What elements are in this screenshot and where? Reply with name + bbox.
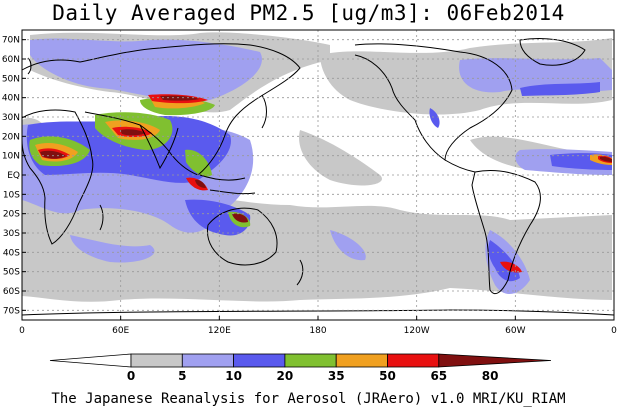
pm25-level-80-plus bbox=[40, 95, 612, 223]
lat-label: 10N bbox=[2, 152, 20, 162]
lon-label: 120W bbox=[404, 326, 430, 336]
colorbar-segment bbox=[335, 353, 388, 368]
map-area bbox=[21, 29, 615, 321]
colorbar-tick-label: 0 bbox=[127, 369, 135, 383]
lat-label: 70S bbox=[3, 306, 20, 316]
colorbar-tick-label: 35 bbox=[328, 369, 345, 383]
lon-label: 60E bbox=[112, 326, 129, 336]
colorbar-tick-label: 20 bbox=[277, 369, 294, 383]
lat-label: 20S bbox=[3, 210, 20, 220]
longitude-labels: 0 60E 120E 180 120W 60W 0 bbox=[19, 316, 617, 336]
colorbar-segment bbox=[284, 353, 337, 368]
colorbar-segment bbox=[233, 353, 286, 368]
lat-label: 40S bbox=[3, 248, 20, 258]
colorbar-tick-label: 80 bbox=[482, 369, 499, 383]
lat-label: 60S bbox=[3, 287, 20, 297]
lat-label: 70N bbox=[2, 36, 20, 46]
colorbar-segment bbox=[49, 353, 132, 368]
graticule bbox=[22, 30, 614, 320]
lat-label: 40N bbox=[2, 94, 20, 104]
colorbar-segment bbox=[130, 353, 183, 368]
colorbar-tick-label: 65 bbox=[430, 369, 447, 383]
footer-credit: The Japanese Reanalysis for Aerosol (JRA… bbox=[51, 391, 566, 407]
colorbar-tick-label: 5 bbox=[178, 369, 186, 383]
colorbar-legend: 0 5 10 20 35 50 65 80 bbox=[49, 353, 552, 383]
lat-label: 30S bbox=[3, 229, 20, 239]
colorbar-segment bbox=[387, 353, 440, 368]
lat-label: 50S bbox=[3, 268, 20, 278]
colorbar-tick-label: 50 bbox=[379, 369, 396, 383]
lat-label: 50N bbox=[2, 74, 20, 84]
lat-label: 30N bbox=[2, 113, 20, 123]
coastlines bbox=[21, 37, 615, 316]
lon-label: 120E bbox=[208, 326, 231, 336]
lat-label: 20N bbox=[2, 132, 20, 142]
colorbar-tick-label: 10 bbox=[225, 369, 242, 383]
lat-label: 60N bbox=[2, 55, 20, 65]
latitude-labels: 70N 60N 50N 40N 30N 20N 10N EQ 10S 20S 30S 40S 50S 60… bbox=[2, 36, 26, 316]
map-title: Daily Averaged PM2.5 [ug/m3]: 06Feb2014 bbox=[52, 1, 565, 25]
lon-label: 180 bbox=[309, 326, 326, 336]
lon-label: 0 bbox=[19, 326, 25, 336]
lat-label: 10S bbox=[3, 190, 20, 200]
colorbar-segment bbox=[181, 353, 235, 368]
lon-label: 0 bbox=[611, 326, 617, 336]
colorbar-segment bbox=[438, 353, 552, 368]
lat-label: EQ bbox=[7, 171, 20, 181]
lon-label: 60W bbox=[505, 326, 525, 336]
